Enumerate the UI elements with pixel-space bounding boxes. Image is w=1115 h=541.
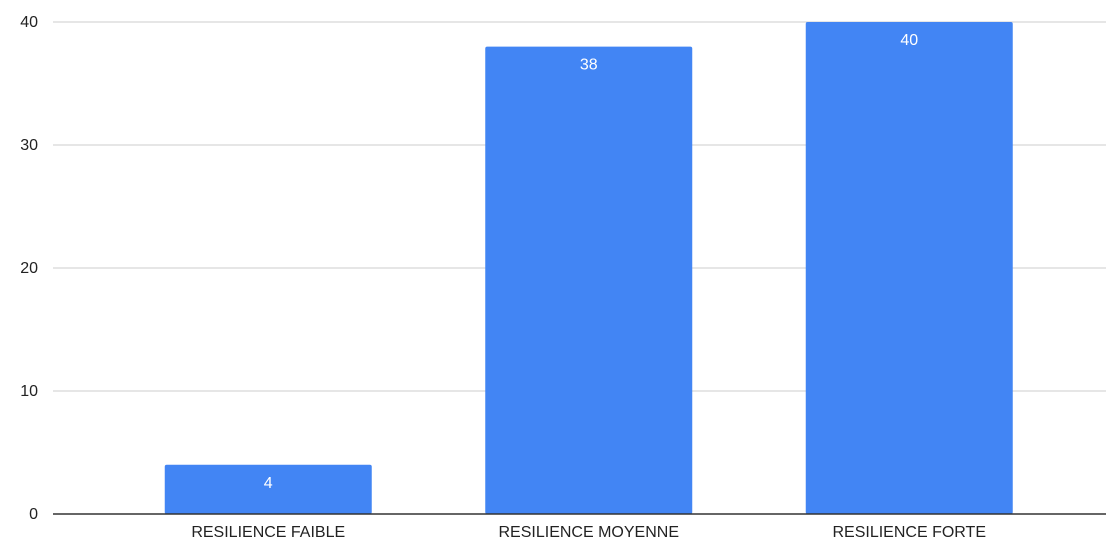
bar-value-label: 38 [580, 57, 598, 74]
x-axis-ticks: RESILIENCE FAIBLE RESILIENCE MOYENNE RESIL… [191, 524, 986, 541]
y-tick-label: 40 [20, 14, 38, 31]
y-tick-label: 10 [20, 383, 38, 400]
x-tick-label: RESILIENCE FAIBLE [191, 524, 345, 541]
x-tick-label: RESILIENCE MOYENNE [499, 524, 679, 541]
bar-value-label: 40 [900, 32, 918, 49]
bar-value-label: 4 [264, 475, 273, 492]
y-tick-label: 30 [20, 137, 38, 154]
bar [485, 46, 693, 514]
bars [164, 22, 1013, 514]
y-axis-ticks: 0 10 20 30 40 [20, 14, 38, 523]
y-tick-label: 20 [20, 260, 38, 277]
bar [164, 464, 372, 514]
x-tick-label: RESILIENCE FORTE [832, 524, 986, 541]
data-labels: 4 38 40 [264, 32, 918, 492]
y-tick-label: 0 [29, 506, 38, 523]
bar [805, 22, 1013, 514]
